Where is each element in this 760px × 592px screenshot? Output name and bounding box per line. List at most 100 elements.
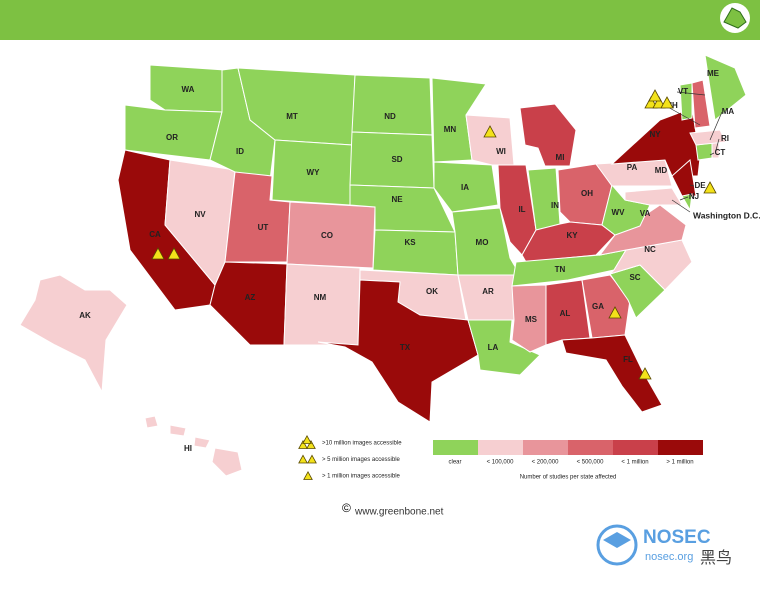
copyright: © www.greenbone.net <box>342 501 444 517</box>
warning-icon <box>608 306 622 319</box>
state-label: CA <box>149 230 161 239</box>
state-label: VA <box>640 209 651 218</box>
brand-domain: nosec.org <box>645 551 693 563</box>
state-label: KY <box>566 231 578 240</box>
state-label: GA <box>592 302 604 311</box>
state-label: NE <box>391 195 403 204</box>
legend-swatch <box>433 440 478 455</box>
warning-icon <box>306 439 316 449</box>
brand-tag: 黑鸟 <box>700 549 732 567</box>
state-shape <box>679 82 693 121</box>
state-label: DE <box>694 181 706 190</box>
icon-legend-label: > 1 million images accessible <box>322 474 401 480</box>
legend-swatch <box>478 440 523 455</box>
state-shape <box>209 261 288 346</box>
legend-label: < 500,000 <box>577 460 605 466</box>
state-label: MO <box>476 238 489 247</box>
watermark: NOSEC nosec.org 黑鸟 <box>596 524 732 567</box>
state-shape <box>19 274 128 394</box>
leader-line <box>671 199 691 213</box>
state-label: CT <box>715 148 726 157</box>
warning-icon <box>298 439 308 449</box>
warning-icon <box>703 181 717 194</box>
state-shape <box>372 229 459 276</box>
state-label: MS <box>525 315 538 324</box>
state-label: HI <box>184 444 192 453</box>
leader-line <box>665 105 701 126</box>
state-label: WV <box>612 208 626 217</box>
brand: NOSEC <box>643 527 711 548</box>
state-shape <box>671 159 697 197</box>
state-label: WY <box>307 168 321 177</box>
state-shape <box>317 279 479 423</box>
state-shape <box>457 274 521 321</box>
warning-icon <box>302 434 312 444</box>
copyright-symbol: © <box>342 501 351 515</box>
state-label: MA <box>722 107 735 116</box>
state-label: AL <box>560 309 571 318</box>
warning-icon <box>298 454 308 464</box>
state-label: LA <box>488 343 499 352</box>
state-shape <box>561 334 663 413</box>
warning-icon <box>648 89 662 102</box>
legend-label: < 100,000 <box>487 460 515 466</box>
site-url: www.greenbone.net <box>354 507 444 518</box>
state-label: ND <box>384 112 396 121</box>
legend-swatch <box>523 440 568 455</box>
legend-swatch <box>658 440 703 455</box>
warning-icon <box>483 125 497 138</box>
state-label: NC <box>644 245 656 254</box>
legend-label: < 200,000 <box>532 460 560 466</box>
state-shape <box>695 142 713 161</box>
legend-caption: Number of studies per state affected <box>520 475 617 481</box>
state-label: OR <box>166 133 178 142</box>
state-label: OK <box>426 287 438 296</box>
legend-label: > 1 million <box>666 460 693 466</box>
state-label: IN <box>551 201 559 210</box>
state-label: MN <box>444 125 457 134</box>
warning-icon <box>638 367 652 380</box>
state-shape <box>519 103 577 167</box>
state-label: MD <box>655 166 668 175</box>
state-label: NV <box>194 210 206 219</box>
leader-line <box>676 91 706 96</box>
state-shape <box>467 319 541 376</box>
state-label: KS <box>404 238 416 247</box>
state-shape <box>351 74 433 136</box>
state-label: NY <box>649 130 661 139</box>
logo <box>720 3 750 33</box>
state-shape <box>433 161 499 213</box>
state-shape <box>689 129 727 146</box>
warning-icon <box>307 454 317 464</box>
state-shape <box>624 187 683 206</box>
state-label: TX <box>400 343 411 352</box>
state-shape <box>144 415 243 477</box>
legend-swatch <box>568 440 613 455</box>
warning-icon <box>644 96 658 109</box>
top-bar <box>0 0 760 40</box>
state-label: OH <box>581 189 593 198</box>
state-label: WI <box>496 147 506 156</box>
state-label: ID <box>236 147 244 156</box>
state-label: IL <box>518 205 525 214</box>
state-label: SD <box>391 155 402 164</box>
dc-label: Washington D.C. <box>693 210 760 220</box>
state-label: TN <box>555 265 566 274</box>
state-label: AK <box>79 311 91 320</box>
us-map: WA OR CA NV ID MT WY UT CO AZ NM ND SD NE KS OK TX MN IA MO… <box>19 54 760 481</box>
warning-icon <box>151 247 165 260</box>
state-label: IA <box>461 183 469 192</box>
state-shape <box>465 114 515 166</box>
warning-icon <box>303 470 313 480</box>
state-shape <box>610 107 701 177</box>
state-label: NJ <box>689 192 699 201</box>
state-label: UT <box>258 223 269 232</box>
state-label: VT <box>678 87 688 96</box>
leader-line <box>709 111 723 141</box>
warning-icon <box>167 247 181 260</box>
state-label: RI <box>721 134 729 143</box>
state-label: FL <box>623 355 633 364</box>
state-label: SC <box>629 273 640 282</box>
state-label: AR <box>482 287 494 296</box>
